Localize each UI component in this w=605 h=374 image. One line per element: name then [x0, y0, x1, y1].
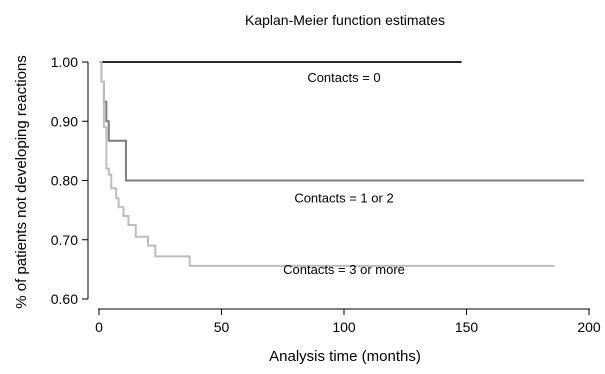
y-tick-label: 1.00 — [51, 54, 78, 70]
series-label-2: Contacts = 3 or more — [283, 262, 405, 277]
series-labels: Contacts = 0 Contacts = 1 or 2 Contacts = … — [283, 70, 405, 277]
series-label-1: Contacts = 1 or 2 — [294, 191, 393, 206]
series-label-0: Contacts = 0 — [307, 70, 380, 85]
x-tick-label: 100 — [332, 319, 356, 335]
chart-title: Kaplan-Meier function estimates — [245, 12, 445, 28]
y-tick-label: 0.90 — [51, 113, 78, 129]
x-axis-title: Analysis time (months) — [269, 348, 421, 365]
y-ticks: 0.60 0.70 0.80 0.90 1.00 — [51, 54, 88, 307]
y-axis-title: % of patients not developing reactions — [13, 55, 30, 309]
y-tick-label: 0.80 — [51, 173, 78, 189]
y-tick-label: 0.70 — [51, 232, 78, 248]
x-tick-label: 150 — [455, 319, 479, 335]
x-tick-label: 0 — [95, 319, 103, 335]
x-tick-label: 200 — [577, 319, 601, 335]
series-group — [99, 61, 585, 267]
y-tick-label: 0.60 — [51, 291, 78, 307]
series-line-2 — [99, 61, 555, 267]
x-ticks: 0 50 100 150 200 — [95, 309, 601, 335]
x-tick-label: 50 — [214, 319, 230, 335]
